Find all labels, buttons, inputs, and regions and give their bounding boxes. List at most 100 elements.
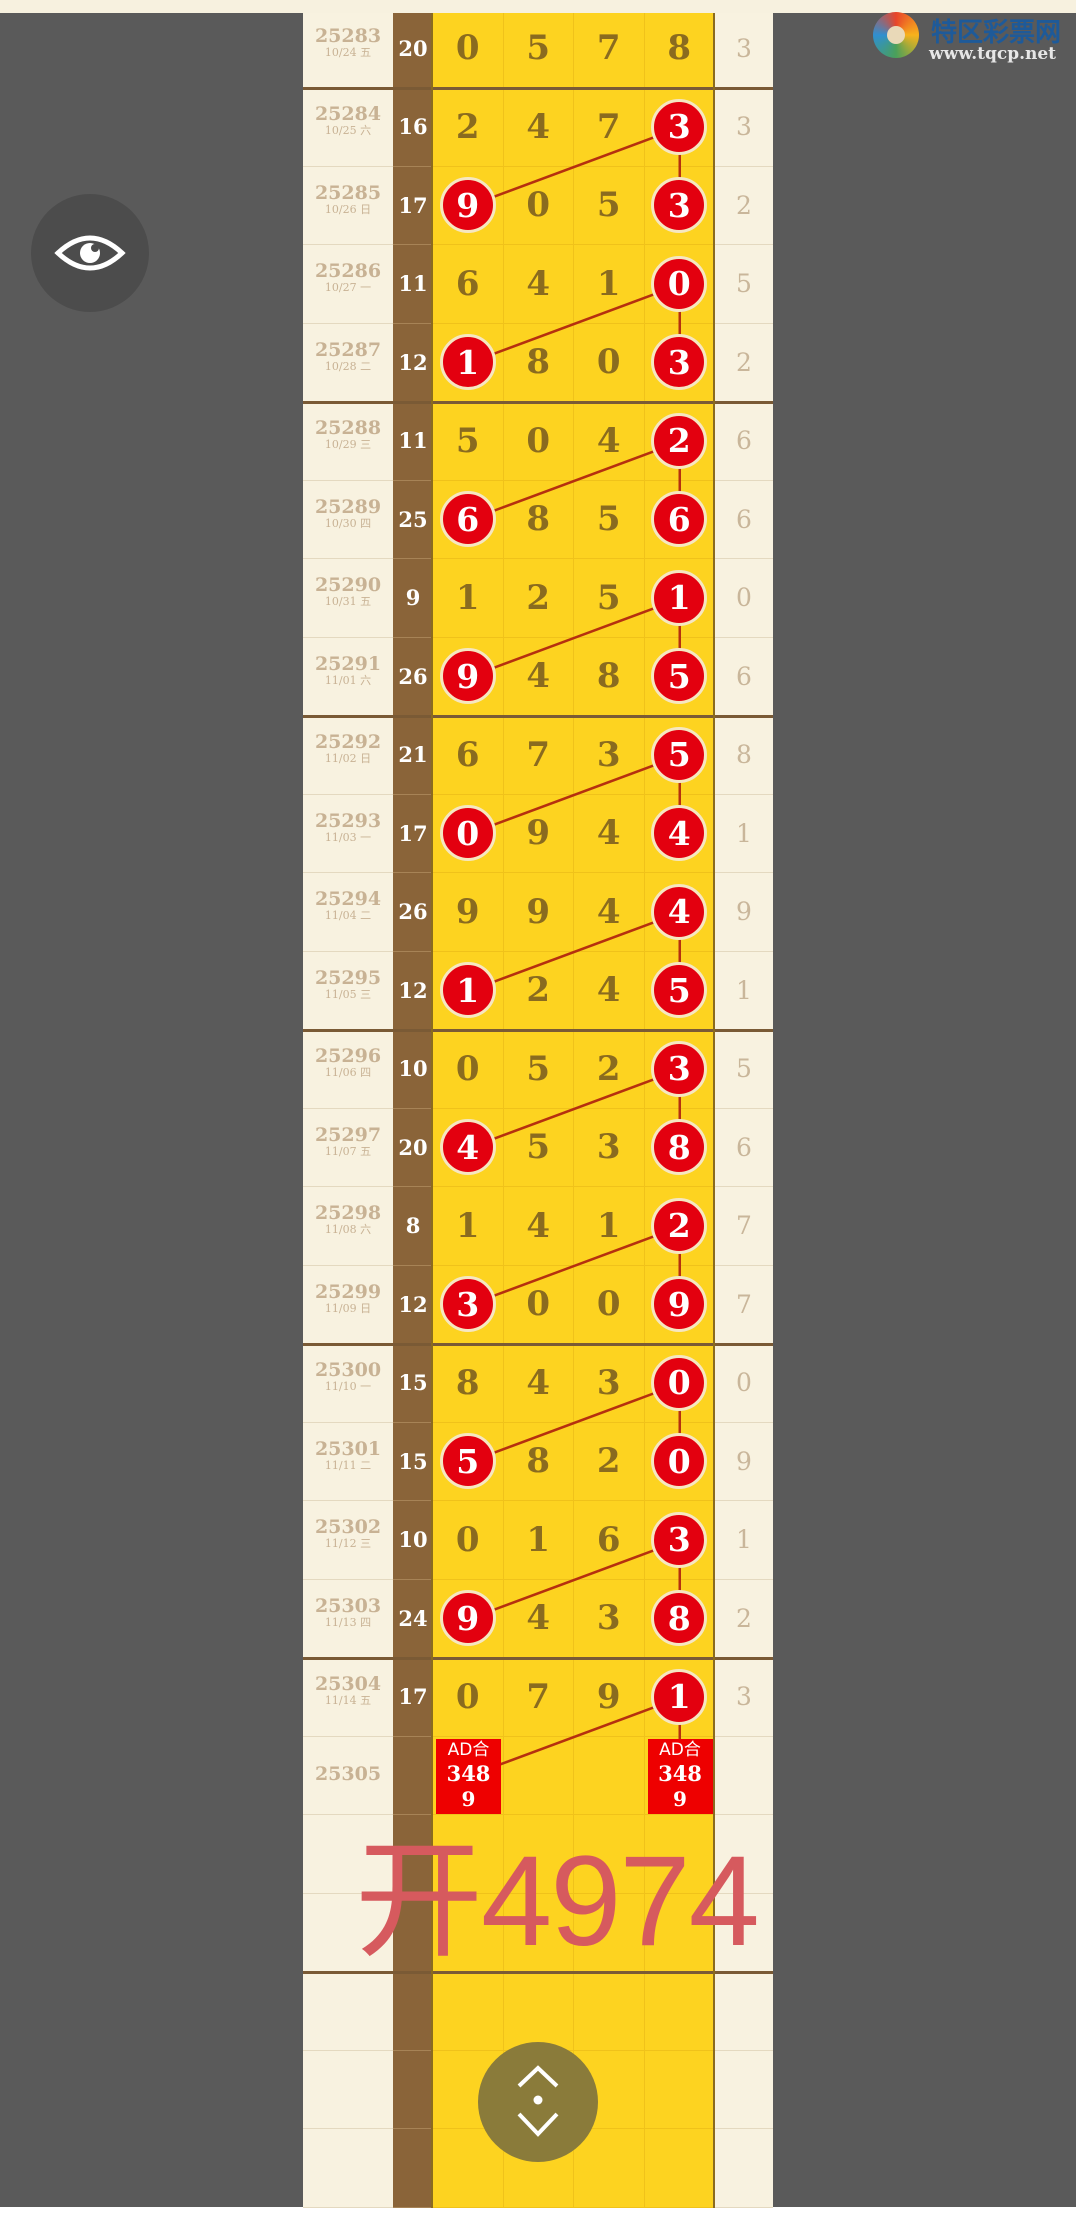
- marked-ball: 0: [651, 1433, 708, 1490]
- issue-cell: [303, 2129, 393, 2208]
- sum-cell: 25: [393, 480, 433, 559]
- digit-cell: 9: [433, 166, 504, 245]
- digit-cell: 3: [574, 1344, 645, 1423]
- prediction-box: AD合 348 9: [436, 1738, 501, 1814]
- sum-cell: [393, 1815, 433, 1894]
- issue-cell: 25301 11/11 二: [303, 1422, 393, 1501]
- table-row: 25299 11/09 日 12 3 0 0 9 7: [303, 1265, 773, 1344]
- issue-number: 25299: [314, 1280, 382, 1303]
- digit-cell: 7: [503, 716, 574, 795]
- issue-date: 11/06 四: [324, 1066, 372, 1079]
- issue-date: 11/11 二: [324, 1458, 372, 1472]
- table-row: 25288 10/29 三 11 5 0 4 2 6: [303, 402, 773, 481]
- issue-number: 25288: [314, 417, 382, 439]
- tail-cell: [715, 2129, 773, 2208]
- table-row: 25285 10/26 日 17 9 0 5 3 2: [303, 166, 773, 245]
- digit-cell: 0: [503, 402, 574, 481]
- sum-cell: 26: [393, 873, 433, 952]
- digit-cell: 0: [503, 166, 574, 245]
- digit-cell: 2: [574, 1422, 645, 1501]
- marked-ball: 3: [651, 334, 708, 391]
- marked-ball: 1: [439, 334, 496, 391]
- digit-cell: 5: [503, 9, 574, 88]
- digit-cell: 0: [433, 1501, 504, 1580]
- marked-ball: 1: [439, 962, 496, 1019]
- sum-cell: 15: [393, 1422, 433, 1501]
- table-row: 25295 11/05 三 12 1 2 4 5 1: [303, 951, 773, 1030]
- issue-cell: 25304 11/14 五: [303, 1658, 393, 1737]
- group-separator: [303, 1342, 773, 1346]
- issue-number: 25290: [314, 574, 382, 596]
- digit-cell: 3: [644, 1030, 715, 1109]
- marked-ball: 0: [439, 805, 496, 862]
- issue-number: 25284: [314, 103, 382, 125]
- sum-cell: 17: [393, 794, 433, 873]
- digit-cell: [503, 1972, 574, 2051]
- issue-number: 25298: [314, 1202, 382, 1224]
- digit-cell: 7: [574, 88, 645, 167]
- sum-cell: 10: [393, 1030, 433, 1109]
- digit-cell: [433, 1972, 504, 2051]
- issue-cell: 25284 10/25 六: [303, 88, 393, 167]
- marked-ball: 5: [651, 648, 708, 705]
- issue-date: 11/07 五: [324, 1144, 372, 1158]
- marked-ball: 6: [651, 491, 708, 548]
- digit-cell: [433, 1893, 504, 1972]
- issue-number: 25293: [314, 809, 382, 832]
- prediction-label: AD合: [659, 1739, 701, 1760]
- marked-ball: 1: [651, 569, 708, 626]
- digit-cell: 0: [433, 9, 504, 88]
- digit-cell: 4: [433, 1108, 504, 1187]
- sum-cell: [393, 1893, 433, 1972]
- table-row: 25301 11/11 二 15 5 8 2 0 9: [303, 1422, 773, 1501]
- issue-number: 25296: [314, 1045, 382, 1067]
- issue-cell: 25297 11/07 五: [303, 1108, 393, 1187]
- digit-cell: 1: [433, 323, 504, 402]
- sum-cell: 16: [393, 88, 433, 167]
- digit-cell: 2: [644, 1187, 715, 1266]
- issue-cell: 25289 10/30 四: [303, 480, 393, 559]
- tail-cell: 1: [715, 794, 773, 873]
- tail-cell: 1: [715, 1501, 773, 1580]
- toggle-visibility-button[interactable]: [31, 194, 149, 312]
- issue-cell: 25286 10/27 一: [303, 245, 393, 324]
- table-row: 25293 11/03 一 17 0 9 4 4 1: [303, 794, 773, 873]
- digit-cell: 9: [433, 1579, 504, 1658]
- digit-cell: 0: [644, 1344, 715, 1423]
- marked-ball: 4: [651, 883, 708, 940]
- tail-cell: 3: [715, 9, 773, 88]
- tail-cell: 2: [715, 1579, 773, 1658]
- sum-cell: 15: [393, 1344, 433, 1423]
- tail-cell: [715, 1893, 773, 1972]
- issue-cell: 25283 10/24 五: [303, 9, 393, 88]
- digit-cell: 4: [503, 88, 574, 167]
- digit-cell: 5: [503, 1108, 574, 1187]
- prediction-extra: 9: [673, 1786, 687, 1811]
- marked-ball: 5: [439, 1433, 496, 1490]
- marked-ball: 5: [651, 962, 708, 1019]
- digit-cell: 5: [574, 480, 645, 559]
- digit-cell: 0: [574, 323, 645, 402]
- digit-cell: 7: [574, 9, 645, 88]
- issue-number: 25295: [314, 966, 382, 989]
- issue-number: 25303: [314, 1594, 382, 1617]
- digit-cell: 9: [433, 873, 504, 952]
- issue-number: 25289: [314, 495, 382, 518]
- tail-cell: 9: [715, 873, 773, 952]
- digit-cell: 9: [644, 1265, 715, 1344]
- issue-date: 11/13 四: [324, 1615, 372, 1629]
- digit-cell: 0: [433, 1658, 504, 1737]
- scroll-toggle-button[interactable]: [478, 2042, 598, 2162]
- group-separator: [303, 400, 773, 404]
- table-row: [303, 1815, 773, 1894]
- logo-url: www.tqcp.net: [929, 44, 1057, 64]
- digit-cell: 3: [574, 1108, 645, 1187]
- digit-cell: [644, 2129, 715, 2208]
- table-row: 25304 11/14 五 17 0 7 9 1 3: [303, 1658, 773, 1737]
- table-row: 25296 11/06 四 10 0 5 2 3 5: [303, 1030, 773, 1109]
- digit-cell: [503, 1893, 574, 1972]
- digit-cell: 4: [644, 873, 715, 952]
- issue-date: 10/25 六: [324, 124, 372, 137]
- marked-ball: 2: [651, 412, 708, 469]
- sum-cell: [393, 2129, 433, 2208]
